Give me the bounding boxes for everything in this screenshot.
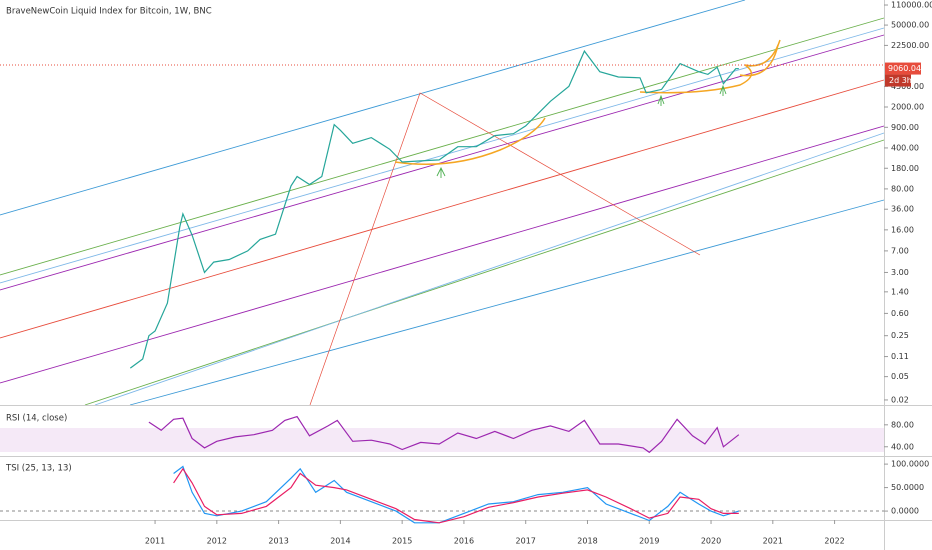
x-tick-label: 2016 [454, 537, 474, 546]
series-line [148, 415, 740, 454]
y-tick-label: 2000.00 [891, 102, 924, 111]
y-tick-label: 50.0000 [891, 483, 924, 492]
y-tick-label: 1.40 [891, 287, 909, 296]
pane-title: RSI (14, close) [6, 414, 67, 424]
series-line [173, 467, 739, 524]
y-tick-label: 0.02 [891, 395, 909, 404]
y-tick-label: 0.05 [891, 372, 909, 381]
y-tick-label: 0.11 [891, 352, 909, 361]
y-tick-label: 80.00 [891, 184, 914, 193]
y-tick-label: 22500.00 [891, 41, 929, 50]
pane-title: TSI (25, 13, 13) [5, 464, 72, 474]
x-tick-label: 2022 [824, 537, 844, 546]
y-tick-label: 0.0000 [891, 507, 919, 516]
x-tick-label: 2020 [701, 537, 721, 546]
x-tick-label: 2015 [392, 537, 412, 546]
x-tick-label: 2019 [639, 537, 659, 546]
y-tick-label: 36.00 [891, 205, 914, 214]
x-tick-label: 2014 [330, 537, 350, 546]
y-tick-label: 50000.00 [891, 21, 929, 30]
x-tick-label: 2012 [207, 537, 227, 546]
price-label: 9060.04 [888, 64, 921, 73]
y-tick-label: 400.00 [891, 143, 919, 152]
y-tick-label: 180.00 [891, 164, 919, 173]
y-tick-label: 0.60 [891, 309, 909, 318]
series-line [173, 465, 739, 524]
countdown-label: 2d 3h [889, 76, 912, 85]
drawings [0, 0, 885, 512]
x-tick-label: 2013 [268, 537, 288, 546]
y-tick-label: 7.00 [891, 246, 909, 255]
y-tick-label: 3.00 [891, 268, 909, 277]
series-line [129, 49, 739, 369]
pane-title: BraveNewCoin Liquid Index for Bitcoin, 1… [6, 7, 212, 17]
y-tick-label: 0.25 [891, 331, 909, 340]
x-tick-label: 2017 [516, 537, 536, 546]
y-tick-label: 900.00 [891, 123, 919, 132]
y-tick-label: 100.0000 [891, 460, 929, 469]
x-tick-label: 2011 [145, 537, 165, 546]
x-tick-label: 2018 [577, 537, 597, 546]
price-box [885, 62, 921, 75]
x-tick-label: 2021 [763, 537, 783, 546]
y-tick-label: 40.00 [891, 442, 914, 451]
y-tick-label: 16.00 [891, 225, 914, 234]
y-tick-label: 110000.00 [891, 1, 932, 10]
y-tick-label: 80.00 [891, 420, 914, 429]
countdown-box [885, 74, 911, 87]
